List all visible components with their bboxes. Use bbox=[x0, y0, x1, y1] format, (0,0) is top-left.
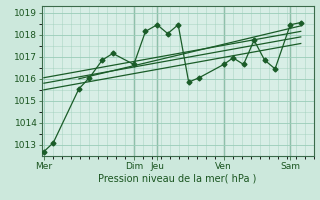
X-axis label: Pression niveau de la mer( hPa ): Pression niveau de la mer( hPa ) bbox=[99, 173, 257, 183]
